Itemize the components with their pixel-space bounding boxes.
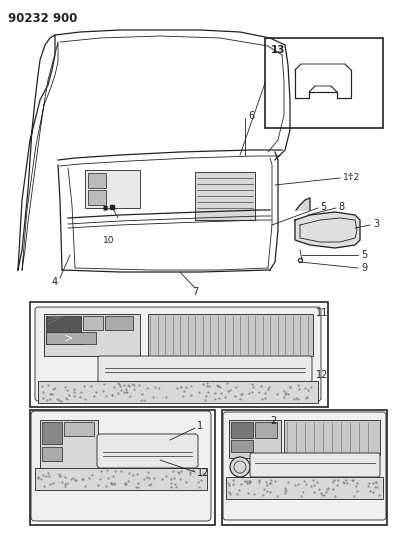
Bar [195,172,255,220]
Bar [226,477,383,499]
Text: ■: ■ [102,206,107,211]
Text: 13: 13 [271,45,286,55]
Text: 90232 900: 90232 900 [8,12,77,25]
Text: 9: 9 [361,263,367,273]
FancyBboxPatch shape [31,411,211,521]
Bar [30,410,215,525]
FancyBboxPatch shape [35,307,321,401]
Text: 10: 10 [103,236,115,245]
Polygon shape [295,64,351,92]
Text: 2: 2 [270,416,276,426]
Bar [83,316,103,330]
Bar [222,410,387,525]
Text: 11: 11 [316,308,328,318]
Text: 12: 12 [197,468,209,478]
Polygon shape [295,212,360,248]
Bar [265,38,383,128]
Text: 7: 7 [192,287,198,297]
Bar [30,302,328,407]
Bar [231,440,253,452]
Bar [35,468,207,490]
Text: 1: 1 [197,421,203,431]
FancyBboxPatch shape [223,412,386,520]
Text: 6: 6 [248,111,254,121]
Bar [229,420,281,458]
Bar [231,422,253,438]
Bar [148,314,313,356]
Bar [40,420,98,472]
Bar [46,332,96,344]
FancyBboxPatch shape [98,356,312,382]
Text: 5: 5 [361,250,367,260]
Text: 4: 4 [52,277,58,287]
Bar [255,422,277,438]
Bar [105,316,133,330]
Text: 1☦2: 1☦2 [343,173,360,182]
Circle shape [230,457,250,477]
Bar [88,173,106,188]
Bar [284,420,380,455]
Polygon shape [296,198,310,210]
Bar [85,170,140,208]
FancyBboxPatch shape [97,434,198,468]
Bar [88,190,106,205]
Bar [42,422,62,444]
Text: 5: 5 [320,202,326,212]
Bar [46,316,81,344]
Text: 3: 3 [373,219,379,229]
FancyBboxPatch shape [250,453,380,477]
Text: 8: 8 [338,202,344,212]
Bar [64,422,94,436]
Bar [44,314,140,356]
Bar [38,381,318,403]
Bar [42,447,62,461]
Text: 12: 12 [316,370,328,380]
